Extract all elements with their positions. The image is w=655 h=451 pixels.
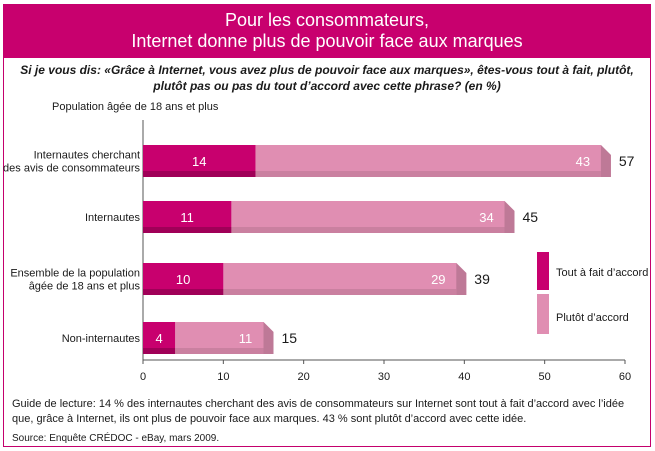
category-label: Internautes <box>85 212 141 224</box>
bar-plutot <box>231 201 515 233</box>
bar-plutot-shadow <box>231 227 505 233</box>
total-label: 45 <box>523 209 539 225</box>
title-line-1: Pour les consommateurs, <box>224 10 430 30</box>
total-label: 57 <box>619 153 635 169</box>
value-label-tout-a-fait: 10 <box>176 272 190 287</box>
bar-plutot-end <box>456 263 467 295</box>
bar-plutot <box>223 263 467 295</box>
value-label-plutot: 34 <box>479 210 493 225</box>
bar-plutot-end <box>600 145 611 177</box>
title-banner: Pour les consommateurs, Internet donne p… <box>4 5 650 58</box>
bar-plutot-shadow <box>223 289 457 295</box>
bar-tout-a-fait-shadow <box>143 289 224 295</box>
value-label-plutot: 43 <box>576 154 590 169</box>
total-label: 39 <box>474 271 490 287</box>
bar-plutot-shadow <box>255 171 601 177</box>
value-label-plutot: 29 <box>431 272 445 287</box>
total-label: 15 <box>282 330 298 346</box>
value-label-tout-a-fait: 11 <box>180 210 194 225</box>
bar-tout-a-fait-shadow <box>143 171 256 177</box>
category-label: des avis de consommateurs <box>3 163 140 175</box>
legend-swatch <box>537 294 549 334</box>
value-label-tout-a-fait: 4 <box>155 331 162 346</box>
chart-frame: Pour les consommateurs, Internet donne p… <box>3 4 651 447</box>
bar-plutot-shadow <box>175 348 264 354</box>
legend-label: Plutôt d’accord <box>556 312 629 324</box>
x-tick-label: 40 <box>458 371 470 383</box>
x-tick-label: 20 <box>298 371 310 383</box>
value-label-plutot: 11 <box>239 331 253 346</box>
category-label: Internautes cherchant <box>34 150 140 162</box>
source-note: Source: Enquête CRÉDOC - eBay, mars 2009… <box>12 433 220 444</box>
legend-label: Tout à fait d’accord <box>556 267 648 279</box>
bar-plutot <box>255 145 611 177</box>
x-tick-label: 0 <box>140 371 146 383</box>
title-line-2: Internet donne plus de pouvoir face aux … <box>131 31 523 51</box>
category-label: Ensemble de la population <box>10 268 140 280</box>
x-tick-label: 50 <box>539 371 551 383</box>
survey-question: Si je vous dis: «Grâce à Internet, vous … <box>12 62 642 94</box>
bar-plutot <box>175 322 274 354</box>
legend-swatch <box>537 252 549 290</box>
x-tick-label: 60 <box>619 371 631 383</box>
x-tick-label: 10 <box>217 371 229 383</box>
question-line-2: plutôt pas ou pas du tout d’accord avec … <box>153 79 501 93</box>
bar-tout-a-fait-shadow <box>143 348 176 354</box>
bar-plutot-end <box>263 322 274 354</box>
category-label: âgée de 18 ans et plus <box>29 281 141 293</box>
bar-plutot-end <box>504 201 515 233</box>
value-label-tout-a-fait: 14 <box>192 154 206 169</box>
bar-tout-a-fait-shadow <box>143 227 232 233</box>
category-label: Non-internautes <box>62 333 141 345</box>
question-line-1: Si je vous dis: «Grâce à Internet, vous … <box>20 63 634 77</box>
population-label: Population âgée de 18 ans et plus <box>52 101 219 113</box>
x-tick-label: 30 <box>378 371 390 383</box>
reading-guide: Guide de lecture: 14 % des internautes c… <box>12 398 625 425</box>
